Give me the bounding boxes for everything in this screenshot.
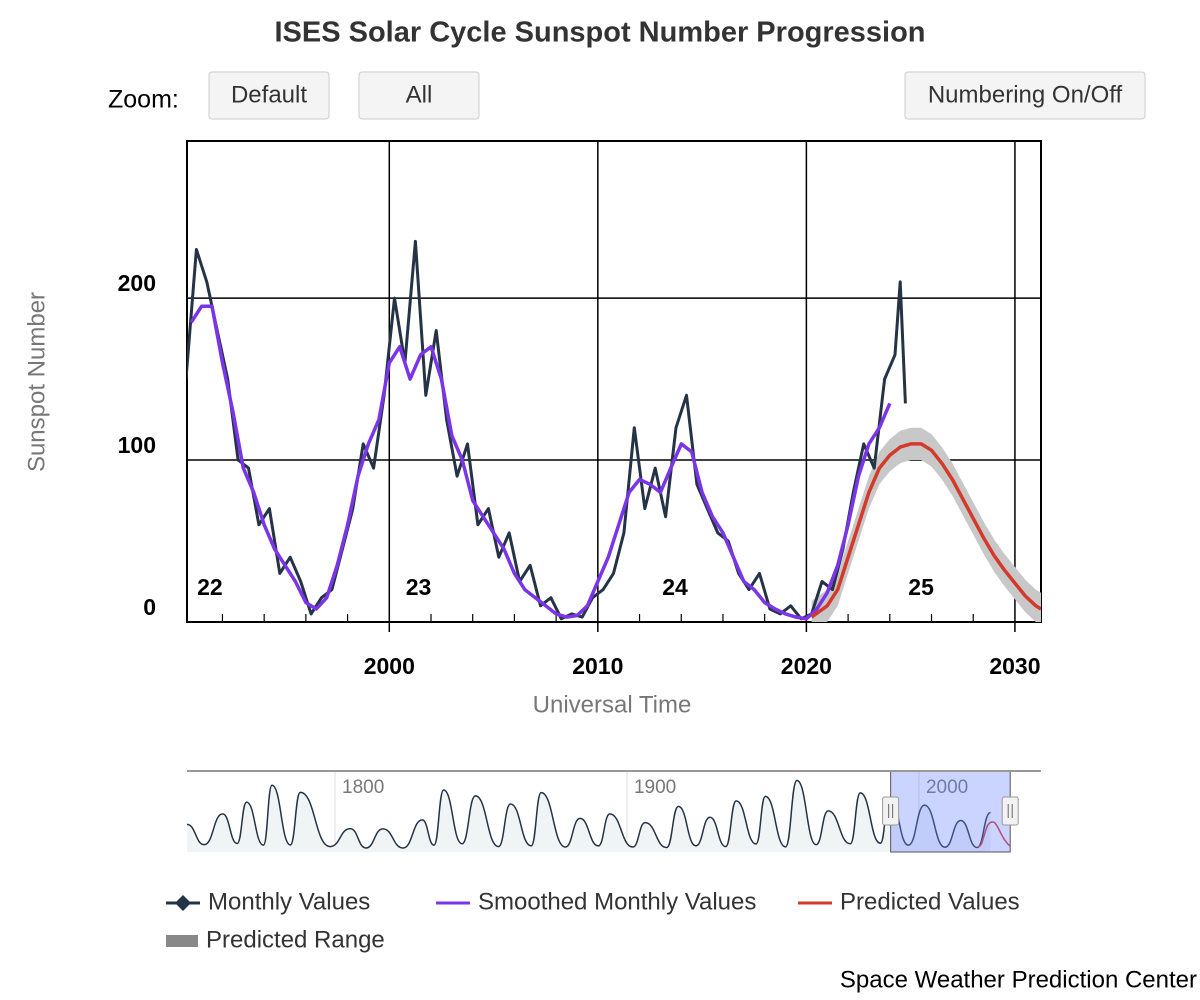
legend-label: Monthly Values bbox=[208, 888, 370, 915]
cycle-label: 23 bbox=[406, 574, 432, 600]
legend-item[interactable]: Smoothed Monthly Values bbox=[436, 888, 756, 915]
legend-marker bbox=[175, 895, 191, 911]
credit: Space Weather Prediction Center bbox=[840, 966, 1197, 993]
navigator-handle[interactable] bbox=[882, 796, 900, 826]
navigator-selection bbox=[890, 770, 1011, 853]
x-tick-label: 2030 bbox=[989, 653, 1040, 679]
x-axis-title: Universal Time bbox=[533, 691, 692, 718]
predicted-range bbox=[811, 427, 1041, 622]
y-axis-title: Sunspot Number bbox=[23, 292, 50, 472]
navigator: 1800 1900 2000 bbox=[187, 771, 1011, 852]
legend-item[interactable]: Predicted Range bbox=[166, 926, 385, 953]
series-line bbox=[810, 442, 1041, 619]
navigator-tick-label: 1800 bbox=[342, 777, 384, 798]
button-label[interactable]: Default bbox=[231, 81, 307, 108]
navigator-line bbox=[187, 779, 991, 849]
series-line bbox=[189, 304, 892, 621]
navigator-tick-label: 2000 bbox=[926, 777, 968, 798]
legend-label: Predicted Range bbox=[206, 926, 385, 953]
handle-body bbox=[1001, 796, 1019, 826]
button[interactable]: All bbox=[358, 71, 480, 120]
chart-title: ISES Solar Cycle Sunspot Number Progress… bbox=[274, 17, 925, 49]
cycle-label: 22 bbox=[197, 574, 223, 600]
x-tick-label: 2000 bbox=[364, 653, 415, 679]
legend-swatch bbox=[166, 935, 198, 947]
button[interactable]: Default bbox=[208, 71, 330, 120]
navigator-tick-label: 1900 bbox=[634, 777, 676, 798]
x-tick-label: 2010 bbox=[572, 653, 623, 679]
cycle-label: 24 bbox=[662, 574, 688, 600]
button[interactable]: Numbering On/Off bbox=[904, 71, 1146, 120]
x-tick-label: 2020 bbox=[781, 653, 832, 679]
navigator-predicted bbox=[977, 821, 1011, 848]
button-label[interactable]: All bbox=[406, 81, 433, 108]
zoom-label: Zoom: bbox=[108, 86, 179, 114]
legend-item[interactable]: Monthly Values bbox=[166, 888, 370, 915]
y-tick-label: 100 bbox=[118, 432, 156, 458]
legend-item[interactable]: Predicted Values bbox=[798, 888, 1020, 915]
legend-label: Smoothed Monthly Values bbox=[478, 888, 756, 915]
y-tick-label: 0 bbox=[143, 594, 156, 620]
legend-label: Predicted Values bbox=[840, 888, 1020, 915]
plot-area bbox=[186, 140, 1042, 623]
navigator-handle[interactable] bbox=[1001, 796, 1019, 826]
handle-body bbox=[882, 796, 900, 826]
y-tick-label: 200 bbox=[118, 270, 156, 296]
button-label[interactable]: Numbering On/Off bbox=[928, 81, 1123, 108]
cycle-label: 25 bbox=[908, 574, 934, 600]
plot-series bbox=[187, 239, 1041, 622]
